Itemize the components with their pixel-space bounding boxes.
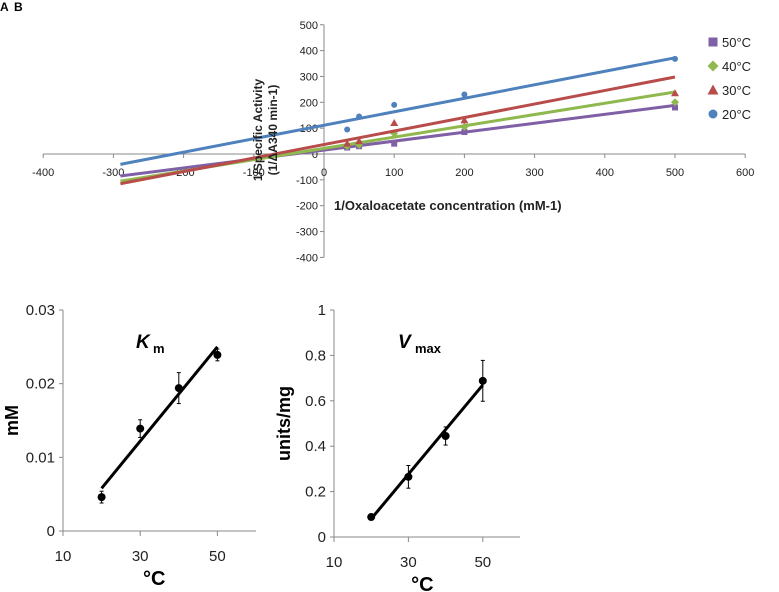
data-point bbox=[344, 126, 351, 133]
legend-label: 20°C bbox=[722, 107, 751, 122]
data-point bbox=[404, 472, 413, 481]
y-axis-title-line2: (1/ΔA340 min-1) bbox=[266, 85, 280, 176]
x-tick-label: 400 bbox=[596, 167, 614, 179]
data-point bbox=[461, 129, 468, 136]
legend-marker bbox=[708, 109, 718, 119]
y-tick-label: 0.03 bbox=[26, 302, 55, 319]
data-point bbox=[343, 139, 352, 147]
data-point bbox=[460, 116, 469, 124]
y-tick-label: 0.6 bbox=[305, 393, 326, 410]
x-tick-label: 30 bbox=[132, 548, 149, 565]
x-tick-label: 10 bbox=[326, 554, 343, 571]
x-tick-label: 0 bbox=[321, 167, 327, 179]
legend-label: 30°C bbox=[722, 83, 751, 98]
y-tick-label: 0.2 bbox=[305, 484, 326, 501]
x-axis-title: °C bbox=[143, 568, 165, 590]
data-point bbox=[671, 98, 679, 107]
panel-label-a: A bbox=[0, 0, 9, 14]
x-axis-title: 1/Oxaloacetate concentration (mM-1) bbox=[334, 198, 562, 213]
data-point bbox=[367, 513, 376, 522]
legend-label: 50°C bbox=[722, 35, 751, 50]
y-tick-label: -300 bbox=[296, 227, 318, 239]
y-tick-label: 0 bbox=[318, 529, 326, 546]
y-axis-title: units/mg bbox=[274, 386, 294, 461]
trendline-triangle bbox=[120, 75, 676, 186]
data-point bbox=[356, 113, 363, 120]
y-tick-label: 1 bbox=[318, 302, 326, 319]
y-tick-label: 500 bbox=[300, 20, 318, 32]
y-tick-label: -100 bbox=[296, 175, 318, 187]
data-point bbox=[391, 140, 398, 147]
chart-title: K bbox=[136, 332, 151, 353]
legend-marker bbox=[708, 37, 718, 47]
y-tick-label: 0 bbox=[312, 149, 318, 161]
x-tick-label: -100 bbox=[243, 167, 265, 179]
x-tick-label: 50 bbox=[474, 554, 491, 571]
data-point bbox=[461, 91, 468, 98]
data-point bbox=[391, 101, 398, 108]
y-axis-title-line1: 1/Specific Activity bbox=[251, 79, 265, 182]
x-tick-label: 300 bbox=[525, 167, 543, 179]
data-point bbox=[671, 89, 679, 97]
data-point bbox=[213, 350, 222, 359]
x-tick-label: 600 bbox=[736, 167, 754, 179]
y-tick-label: 200 bbox=[300, 97, 318, 109]
y-tick-label: 0 bbox=[47, 523, 55, 540]
legend-marker bbox=[707, 60, 719, 72]
chart-title: V bbox=[398, 332, 412, 353]
data-point bbox=[478, 376, 487, 385]
data-point bbox=[672, 104, 678, 111]
y-tick-label: 400 bbox=[300, 46, 318, 58]
trendline bbox=[100, 345, 219, 490]
x-tick-label: -400 bbox=[32, 167, 54, 179]
data-point bbox=[136, 424, 145, 433]
x-tick-label: 10 bbox=[55, 548, 72, 565]
y-tick-label: 300 bbox=[300, 71, 318, 83]
data-point bbox=[355, 137, 364, 145]
x-tick-label: 100 bbox=[385, 167, 403, 179]
x-tick-label: 50 bbox=[209, 548, 226, 565]
legend-label: 40°C bbox=[722, 59, 751, 74]
legend-marker bbox=[707, 84, 719, 95]
y-tick-label: -400 bbox=[296, 252, 318, 264]
x-tick-label: 500 bbox=[666, 167, 684, 179]
data-point bbox=[672, 55, 678, 62]
trendline bbox=[370, 383, 484, 520]
y-tick-label: -200 bbox=[296, 201, 318, 213]
x-tick-label: 200 bbox=[455, 167, 473, 179]
data-point bbox=[441, 431, 450, 440]
y-tick-label: 0.01 bbox=[26, 449, 55, 466]
x-tick-label: 30 bbox=[400, 554, 417, 571]
y-tick-label: 0.02 bbox=[26, 376, 55, 393]
y-tick-label: 0.4 bbox=[305, 438, 326, 455]
data-point bbox=[174, 384, 183, 393]
x-tick-label: -300 bbox=[102, 167, 124, 179]
x-axis-title: °C bbox=[411, 574, 433, 592]
data-point bbox=[390, 118, 399, 126]
trendline-circle bbox=[120, 56, 676, 166]
chart-title-subscript: max bbox=[415, 341, 442, 356]
trendline-square bbox=[120, 103, 676, 178]
y-axis-title: mM bbox=[2, 405, 22, 436]
data-point bbox=[460, 122, 469, 131]
panel-label-b: B bbox=[14, 0, 23, 14]
chart-title-subscript: m bbox=[153, 341, 165, 356]
y-tick-label: 0.8 bbox=[305, 347, 326, 364]
data-point bbox=[97, 493, 106, 502]
